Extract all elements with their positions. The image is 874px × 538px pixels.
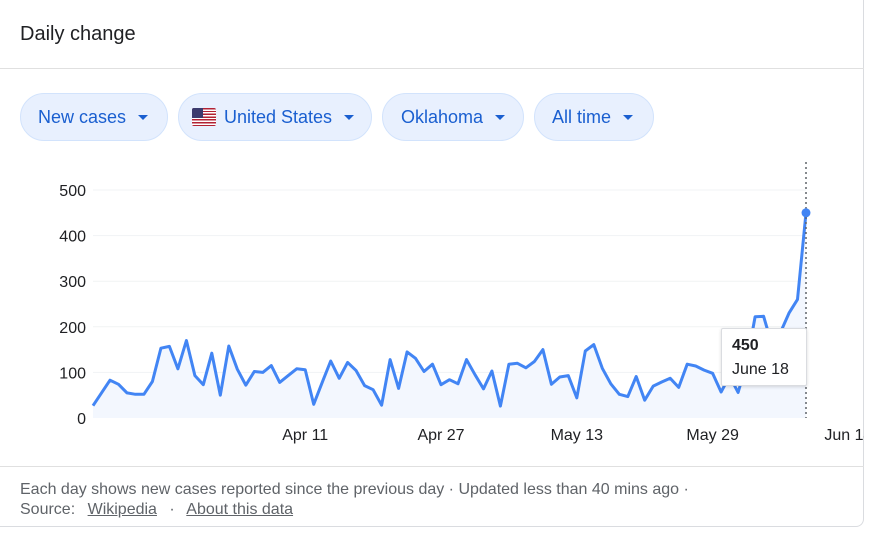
y-tick-label: 300 xyxy=(59,274,86,291)
about-data-link[interactable]: About this data xyxy=(186,501,294,518)
chevron-down-icon xyxy=(623,114,634,120)
tooltip-value: 450 xyxy=(732,337,759,354)
x-tick-label: Jun 14 xyxy=(824,427,864,444)
wikipedia-link[interactable]: Wikipedia xyxy=(87,501,157,518)
daily-cases-chart[interactable]: 0 100 200 300 400 500 Apr 11 Apr 27 May 13 May 29… xyxy=(0,150,864,460)
x-tick-label: Apr 11 xyxy=(282,427,328,444)
metric-filter-label: New cases xyxy=(38,106,127,127)
footer-description: Each day shows new cases reported since … xyxy=(20,481,689,498)
y-tick-label: 200 xyxy=(59,320,86,337)
footer-separator: · xyxy=(169,501,175,518)
y-tick-label: 100 xyxy=(59,365,86,382)
footer-divider xyxy=(0,466,864,467)
country-filter-chip[interactable]: United States xyxy=(178,93,372,141)
y-tick-label: 400 xyxy=(59,229,86,246)
x-tick-label: May 29 xyxy=(686,427,739,444)
card-title: Daily change xyxy=(20,23,136,45)
x-tick-label: May 13 xyxy=(551,427,604,444)
chevron-down-icon xyxy=(344,114,355,120)
country-filter-label: United States xyxy=(224,106,333,127)
timerange-filter-label: All time xyxy=(552,106,612,127)
chart-footer: Each day shows new cases reported since … xyxy=(20,480,689,520)
tooltip-date: June 18 xyxy=(732,361,789,378)
chart-tooltip: 450 June 18 xyxy=(721,328,807,386)
source-label: Source: xyxy=(20,501,76,518)
chevron-down-icon xyxy=(138,114,149,120)
timerange-filter-chip[interactable]: All time xyxy=(534,93,654,141)
us-flag-icon xyxy=(192,108,216,126)
x-tick-label: Apr 27 xyxy=(417,427,464,444)
daily-change-card: Daily change New cases United States Okl… xyxy=(0,0,864,527)
region-filter-chip[interactable]: Oklahoma xyxy=(382,93,524,141)
hover-point[interactable] xyxy=(801,208,811,218)
metric-filter-chip[interactable]: New cases xyxy=(20,93,168,141)
series-area xyxy=(93,212,806,418)
series-line xyxy=(91,212,808,408)
region-filter-label: Oklahoma xyxy=(401,106,484,127)
header-divider xyxy=(0,68,864,69)
chevron-down-icon xyxy=(495,114,506,120)
y-tick-label: 500 xyxy=(59,183,86,200)
y-tick-label: 0 xyxy=(77,411,86,428)
